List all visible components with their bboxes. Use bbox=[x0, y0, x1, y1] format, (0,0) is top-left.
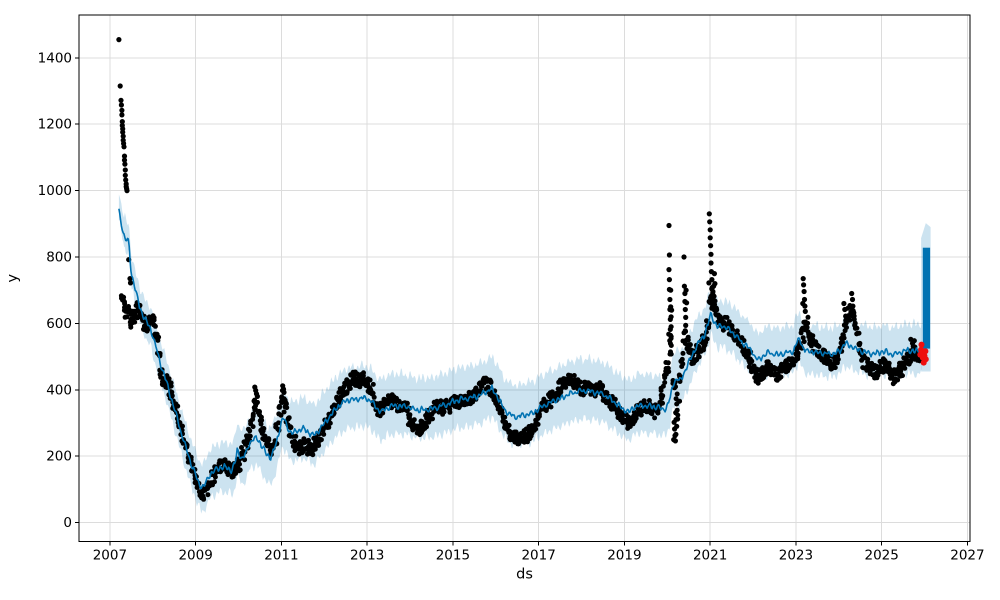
y-axis-ticks: 0 200 400 600 800 1000 1200 1400 bbox=[38, 50, 79, 531]
outlier-points bbox=[116, 37, 917, 444]
x-tick-label: 2007 bbox=[93, 548, 127, 564]
y-tick-label: 200 bbox=[46, 449, 72, 465]
x-tick-label: 2013 bbox=[350, 548, 384, 564]
y-tick-label: 400 bbox=[46, 382, 72, 398]
y-tick-label: 1400 bbox=[38, 50, 72, 66]
x-axis-ticks: 2007 2009 2011 2013 2015 2017 2019 2021 2023 2025… bbox=[93, 541, 985, 564]
x-tick-label: 2027 bbox=[950, 548, 984, 564]
y-tick-label: 0 bbox=[63, 515, 72, 531]
x-tick-label: 2023 bbox=[779, 548, 813, 564]
x-tick-label: 2011 bbox=[264, 548, 298, 564]
forecast-line bbox=[118, 208, 922, 490]
terminal-forecast-bar bbox=[922, 247, 931, 349]
x-tick-label: 2019 bbox=[607, 548, 641, 564]
recent-actual-points bbox=[917, 341, 929, 366]
axes-frame bbox=[78, 14, 971, 542]
y-tick-label: 800 bbox=[46, 250, 72, 266]
y-axis-label: y bbox=[5, 274, 21, 283]
y-tick-label: 1000 bbox=[38, 183, 72, 199]
y-tick-label: 600 bbox=[46, 316, 72, 332]
x-tick-label: 2021 bbox=[693, 548, 727, 564]
x-tick-label: 2009 bbox=[178, 548, 212, 564]
x-tick-label: 2015 bbox=[436, 548, 470, 564]
x-axis-label: ds bbox=[516, 567, 533, 583]
y-tick-label: 1200 bbox=[38, 117, 72, 133]
x-tick-label: 2017 bbox=[521, 548, 555, 564]
x-tick-label: 2025 bbox=[864, 548, 898, 564]
grid-lines bbox=[79, 15, 970, 542]
